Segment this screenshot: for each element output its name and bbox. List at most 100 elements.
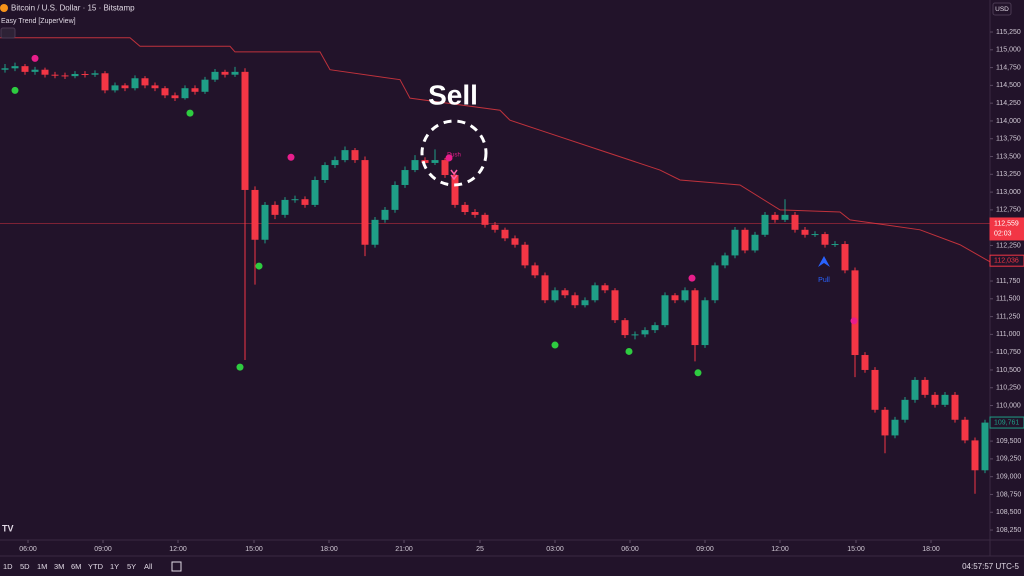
- y-tick-label: 113,500: [996, 153, 1021, 160]
- candle-body: [691, 290, 699, 346]
- candle-body: [861, 355, 869, 370]
- y-tick-label: 111,000: [996, 331, 1020, 338]
- highlight-circle: [420, 119, 488, 187]
- x-tick-label: 18:00: [320, 546, 338, 553]
- candle-body: [1, 68, 9, 70]
- candle-body: [831, 244, 839, 246]
- bear-signal: [445, 154, 453, 162]
- x-tick-label: 06:00: [19, 546, 37, 553]
- indicator[interactable]: Easy Trend [ZuperView]: [1, 18, 76, 25]
- currency-box[interactable]: [992, 2, 1012, 16]
- range-button[interactable]: 1M: [37, 562, 47, 571]
- candle-body: [761, 214, 769, 235]
- candle-body: [361, 160, 369, 245]
- range-button[interactable]: 1Y: [110, 562, 119, 571]
- candle-body: [721, 255, 729, 266]
- y-tick-label: 115,250: [996, 29, 1021, 36]
- candle-body: [411, 160, 419, 171]
- candle-body: [641, 330, 649, 335]
- y-tick-label: 114,750: [996, 64, 1021, 71]
- x-tick-label: 21:00: [395, 546, 413, 553]
- logo[interactable]: TV: [2, 523, 14, 533]
- range-button[interactable]: All: [144, 562, 153, 571]
- bear-signal: [850, 317, 858, 325]
- stop-label-text: 112,036: [994, 258, 1019, 265]
- candle-body: [481, 214, 489, 225]
- candle-body: [441, 160, 449, 176]
- last-price-box: [989, 217, 1024, 241]
- y-tick-label: 110,500: [996, 367, 1021, 374]
- candle-body: [241, 71, 249, 190]
- candle-body: [871, 369, 879, 410]
- candle-body: [771, 214, 779, 220]
- y-tick-label: 111,750: [996, 278, 1020, 285]
- range-button[interactable]: 5Y: [127, 562, 136, 571]
- y-tick-label: 110,250: [996, 385, 1021, 392]
- y-tick-label: 108,250: [996, 527, 1021, 534]
- candle-body: [911, 379, 919, 400]
- candle-body: [121, 85, 129, 89]
- candle-body: [971, 440, 979, 471]
- x-tick-label: 09:00: [696, 546, 714, 553]
- candle-body: [371, 219, 379, 245]
- y-tick-label: 115,000: [996, 47, 1021, 54]
- candle-body: [701, 300, 709, 346]
- range-button[interactable]: 1D: [3, 562, 13, 571]
- candle-body: [601, 285, 609, 291]
- candle-body: [801, 229, 809, 235]
- y-tick-label: 111,250: [996, 313, 1020, 320]
- x-tick-label: 15:00: [847, 546, 865, 553]
- collapse-button[interactable]: [0, 27, 16, 39]
- candle-body: [331, 160, 339, 166]
- candle-body: [31, 69, 39, 72]
- plot-area: [0, 37, 991, 494]
- candle-body: [211, 71, 219, 80]
- candle-body: [11, 66, 19, 69]
- bull-signal: [694, 369, 702, 377]
- range-button[interactable]: 3M: [54, 562, 64, 571]
- candle-body: [651, 325, 659, 331]
- range-button[interactable]: 5D: [20, 562, 30, 571]
- candle-body: [151, 85, 159, 89]
- x-tick-label: 06:00: [621, 546, 639, 553]
- bull-signal: [11, 86, 19, 94]
- currency[interactable]: USD: [995, 6, 1009, 13]
- x-tick-label: 09:00: [94, 546, 112, 553]
- candle-body: [611, 290, 619, 321]
- candle-body: [101, 73, 109, 91]
- candle-body: [111, 85, 119, 91]
- date-range-icon[interactable]: [171, 561, 182, 572]
- candle-body: [421, 160, 429, 163]
- btc-icon: [0, 4, 8, 12]
- candle-body: [921, 379, 929, 395]
- marker-label-text: 109,761: [994, 419, 1019, 426]
- candle-body: [531, 265, 539, 276]
- candle-body: [501, 229, 509, 239]
- y-tick-label: 110,000: [996, 402, 1021, 409]
- candle-body: [981, 422, 989, 471]
- candle-body: [41, 69, 49, 75]
- bear-signal: [31, 54, 39, 62]
- candle-body: [891, 419, 899, 436]
- candle-body: [261, 204, 269, 240]
- candle-body: [711, 265, 719, 301]
- y-tick-label: 108,750: [996, 491, 1021, 498]
- range-button[interactable]: 6M: [71, 562, 81, 571]
- symbol[interactable]: Bitcoin / U.S. Dollar · 15 · Bitstamp: [11, 4, 135, 13]
- candle-body: [581, 300, 589, 306]
- candle-body: [61, 75, 69, 77]
- y-tick-label: 113,250: [996, 171, 1021, 178]
- bull-signal: [236, 363, 244, 371]
- x-tick-label: 25: [476, 546, 484, 553]
- marker-label-box: [989, 416, 1024, 429]
- y-tick-label: 113,750: [996, 136, 1021, 143]
- candle-body: [661, 295, 669, 326]
- candle-body: [571, 295, 579, 306]
- candle-body: [881, 409, 889, 436]
- candle-body: [321, 165, 329, 180]
- candle-body: [541, 275, 549, 301]
- candle-body: [431, 160, 439, 163]
- range-button[interactable]: YTD: [88, 562, 104, 571]
- y-tick-label: 108,500: [996, 509, 1021, 516]
